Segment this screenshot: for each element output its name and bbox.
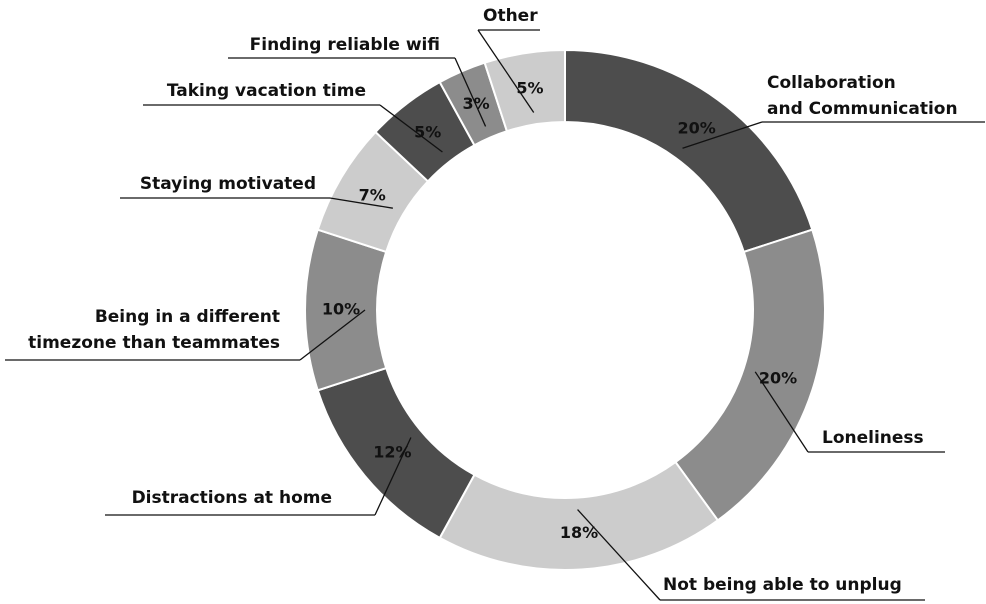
leader-line: [754, 371, 809, 453]
leader-line: [577, 509, 661, 601]
category-label: Collaboration and Communication: [767, 73, 958, 119]
leader-line: [682, 121, 763, 149]
value-label: 7%: [359, 185, 386, 204]
value-label: 5%: [414, 123, 441, 142]
donut-slice: [438, 460, 720, 571]
leader-line: [477, 29, 535, 113]
category-label: Loneliness: [822, 428, 924, 448]
value-label: 20%: [759, 369, 797, 388]
leader-line: [299, 309, 366, 361]
category-label: Other: [483, 6, 538, 26]
value-label: 12%: [373, 442, 411, 461]
leader-line: [329, 197, 393, 209]
leader-line: [374, 437, 412, 516]
leader-line: [454, 57, 487, 127]
donut-slice: [674, 228, 826, 522]
leader-line: [379, 104, 443, 153]
category-label: Finding reliable wifi: [249, 35, 440, 55]
value-label: 18%: [560, 523, 598, 542]
value-label: 5%: [516, 78, 543, 97]
category-label: Not being able to unplug: [663, 575, 902, 595]
value-label: 3%: [462, 94, 489, 113]
category-label: Distractions at home: [131, 488, 332, 508]
category-label: Staying motivated: [139, 174, 316, 194]
value-label: 10%: [322, 300, 360, 319]
value-label: 20%: [678, 118, 716, 137]
category-label: Taking vacation time: [166, 81, 366, 101]
category-label: Being in a different timezone than teamm…: [28, 307, 280, 353]
